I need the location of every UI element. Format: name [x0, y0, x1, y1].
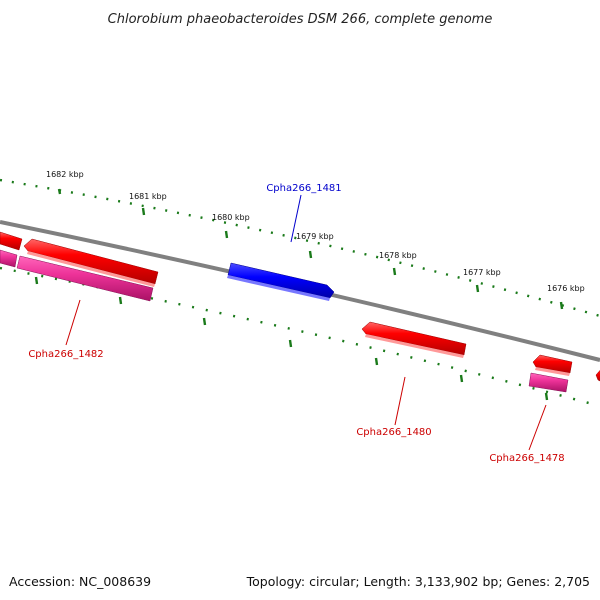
major-tick [392, 267, 397, 276]
gene-left-edge-top[interactable] [0, 231, 23, 251]
tick-label: 1680 kbp [212, 213, 250, 222]
gene-label-group-1482: Cpha266_1482 [28, 299, 104, 360]
tick-label: 1677 kbp [463, 268, 501, 277]
major-tick [57, 188, 62, 195]
gene-left-edge-pink[interactable] [0, 249, 18, 268]
accession-text: Accession: NC_008639 [9, 574, 151, 589]
minor-tick-dots [0, 178, 600, 318]
major-tick [224, 230, 229, 239]
upper-tick-ring: 1682 kbp 1681 kbp 1680 kbp 1679 kbp 1678… [0, 170, 600, 318]
major-tick [288, 339, 293, 348]
gene-label[interactable]: Cpha266_1478 [489, 453, 564, 464]
genome-summary-text: Topology: circular; Length: 3,133,902 bp… [246, 574, 590, 589]
major-tick [141, 207, 146, 216]
major-tick [475, 284, 480, 293]
major-tick [118, 296, 123, 305]
major-tick [308, 250, 313, 259]
tick-label: 1679 kbp [296, 232, 334, 241]
tick-label: 1678 kbp [379, 251, 417, 260]
gene-label[interactable]: Cpha266_1482 [28, 349, 103, 360]
major-tick [202, 317, 207, 326]
gene-cpha266-1483[interactable] [23, 238, 159, 287]
gene-cpha266-1479[interactable] [532, 354, 573, 376]
leader-line [394, 376, 406, 426]
gene-cpha266-1481[interactable] [227, 262, 335, 301]
tick-label: 1682 kbp [46, 170, 84, 179]
gene-label-group-1480: Cpha266_1480 [356, 376, 432, 438]
gene-label-group-1478: Cpha266_1478 [489, 404, 565, 464]
major-tick [544, 392, 549, 401]
gene-cpha266-1482[interactable] [15, 255, 154, 302]
major-tick [559, 301, 564, 310]
gene-right-edge[interactable] [595, 368, 600, 382]
major-tick [459, 374, 464, 383]
leader-line [528, 404, 547, 451]
leader-line [65, 299, 81, 346]
major-tick [34, 276, 39, 285]
tick-label: 1676 kbp [547, 284, 585, 293]
leader-line [290, 194, 302, 243]
major-tick [374, 357, 379, 366]
gene-cpha266-1478[interactable] [528, 372, 569, 393]
gene-label[interactable]: Cpha266_1480 [356, 427, 431, 438]
map-title: Chlorobium phaeobacteroides DSM 266, com… [108, 12, 493, 27]
gene-cpha266-1480[interactable] [361, 321, 467, 358]
gene-label-group-1481: Cpha266_1481 [266, 183, 342, 243]
tick-label: 1681 kbp [129, 192, 167, 201]
gene-label[interactable]: Cpha266_1481 [266, 183, 341, 194]
